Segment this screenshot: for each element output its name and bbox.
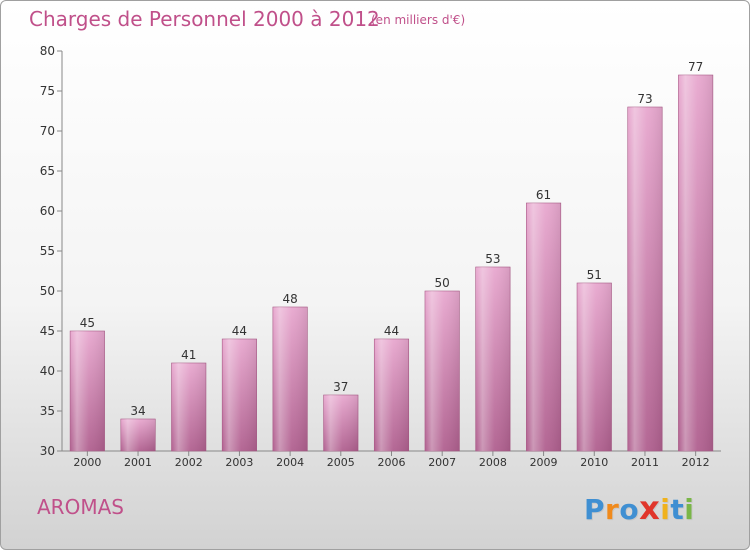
x-tick-label: 2009 [530,456,558,469]
logo-letter: P [584,493,606,526]
y-tick-label: 55 [40,244,55,258]
bar-highlight [70,331,105,451]
logo-letter: o [619,493,640,526]
x-tick-label: 2004 [276,456,304,469]
data-label-2012: 77 [688,60,703,74]
y-tick-label: 50 [40,284,55,298]
data-label-2007: 50 [435,276,450,290]
bar-highlight [678,75,713,451]
proxiti-logo: Proxiti [584,489,694,527]
chart-subtitle: (en milliers d'€) [371,13,466,27]
x-tick-label: 2008 [479,456,507,469]
chart-title: Charges de Personnel 2000 à 2012 [29,7,380,31]
bar-highlight [526,203,561,451]
bar-highlight [577,283,612,451]
data-label-2004: 48 [282,292,297,306]
x-tick-label: 2002 [175,456,203,469]
logo-letter: i [660,493,671,526]
data-label-2000: 45 [80,316,95,330]
data-label-2002: 41 [181,348,196,362]
bar-highlight [323,395,359,451]
data-label-2011: 73 [637,92,652,106]
y-tick-label: 60 [40,204,55,218]
y-tick-label: 65 [40,164,55,178]
x-tick-label: 2012 [682,456,710,469]
y-tick-label: 75 [40,84,55,98]
x-tick-label: 2003 [225,456,253,469]
y-tick-label: 45 [40,324,55,338]
y-tick-label: 70 [40,124,55,138]
x-tick-label: 2007 [428,456,456,469]
commune-name: AROMAS [37,495,124,519]
data-label-2005: 37 [333,380,348,394]
bar-highlight [374,339,409,451]
logo-letter: r [605,493,620,526]
y-tick-label: 40 [40,364,55,378]
y-tick-label: 30 [40,444,55,458]
bar-highlight [475,267,511,451]
data-label-2001: 34 [130,404,145,418]
bar-highlight [627,107,663,451]
logo-letter: t [670,493,685,526]
x-tick-label: 2011 [631,456,659,469]
x-tick-label: 2001 [124,456,152,469]
data-label-2010: 51 [587,268,602,282]
data-label-2008: 53 [485,252,500,266]
y-tick-label: 80 [40,44,55,58]
bar-highlight [424,291,460,451]
data-label-2006: 44 [384,324,399,338]
data-label-2003: 44 [232,324,247,338]
bar-highlight [171,363,206,451]
x-tick-label: 2006 [378,456,406,469]
bar-highlight [272,307,308,451]
bar-highlight [222,339,257,451]
data-label-2009: 61 [536,188,551,202]
bar-highlight [120,419,156,451]
logo-letter: i [684,493,695,526]
y-tick-label: 35 [40,404,55,418]
x-tick-label: 2000 [73,456,101,469]
logo-letter: x [639,489,661,527]
x-tick-label: 2005 [327,456,355,469]
x-tick-label: 2010 [580,456,608,469]
